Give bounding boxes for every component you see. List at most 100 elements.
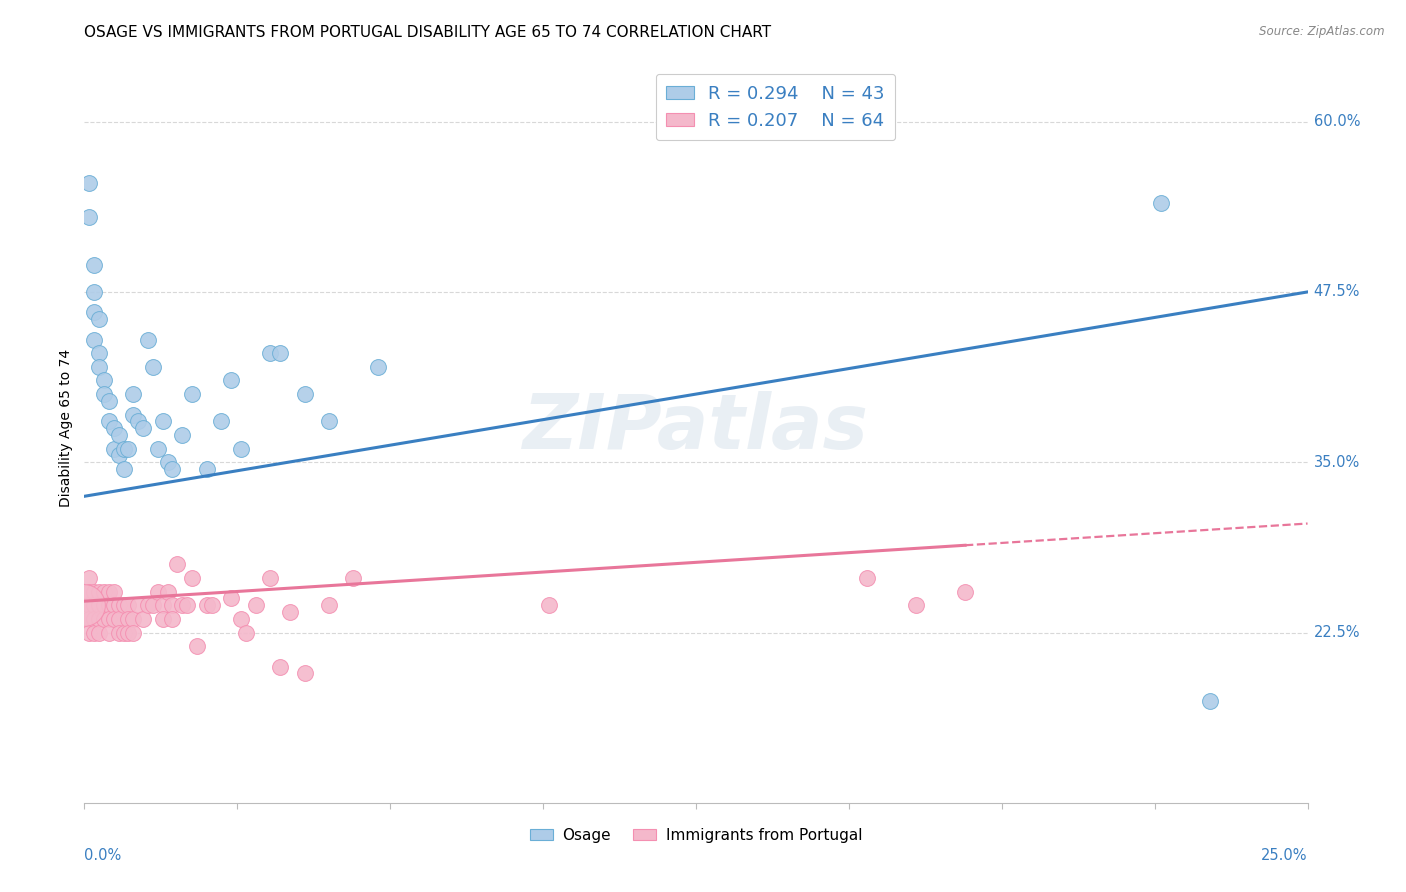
Point bbox=[318, 414, 340, 428]
Point bbox=[112, 625, 135, 640]
Point bbox=[172, 428, 194, 442]
Point bbox=[172, 599, 194, 613]
Point bbox=[103, 584, 125, 599]
Point bbox=[162, 599, 184, 613]
Point bbox=[269, 659, 291, 673]
Point bbox=[103, 612, 125, 626]
Point bbox=[1198, 693, 1220, 707]
Point bbox=[152, 612, 174, 626]
Point bbox=[117, 599, 139, 613]
Point bbox=[107, 449, 129, 463]
Point bbox=[181, 571, 204, 585]
Point bbox=[83, 285, 105, 299]
Point bbox=[77, 625, 100, 640]
Point bbox=[93, 599, 115, 613]
Point bbox=[156, 455, 179, 469]
Point bbox=[83, 305, 105, 319]
Point bbox=[162, 462, 184, 476]
Point bbox=[87, 584, 110, 599]
Point bbox=[107, 599, 129, 613]
Point bbox=[259, 346, 281, 360]
Text: 0.0%: 0.0% bbox=[84, 847, 121, 863]
Point bbox=[83, 612, 105, 626]
Point bbox=[259, 571, 281, 585]
Point bbox=[77, 612, 100, 626]
Point bbox=[156, 584, 179, 599]
Point bbox=[83, 584, 105, 599]
Point bbox=[342, 571, 364, 585]
Text: 47.5%: 47.5% bbox=[1313, 285, 1360, 300]
Text: 35.0%: 35.0% bbox=[1313, 455, 1360, 470]
Point bbox=[93, 374, 115, 388]
Text: 60.0%: 60.0% bbox=[1313, 114, 1360, 129]
Point bbox=[142, 599, 165, 613]
Point bbox=[103, 421, 125, 435]
Point bbox=[103, 442, 125, 456]
Point bbox=[269, 346, 291, 360]
Point bbox=[152, 599, 174, 613]
Point bbox=[77, 176, 100, 190]
Text: ZIPatlas: ZIPatlas bbox=[523, 392, 869, 465]
Point bbox=[1150, 196, 1173, 211]
Point bbox=[294, 387, 316, 401]
Point bbox=[77, 599, 100, 613]
Point bbox=[186, 639, 208, 653]
Point bbox=[162, 612, 184, 626]
Point bbox=[146, 584, 169, 599]
Point bbox=[107, 625, 129, 640]
Point bbox=[87, 346, 110, 360]
Point bbox=[127, 414, 149, 428]
Point bbox=[245, 599, 267, 613]
Point bbox=[905, 599, 928, 613]
Point bbox=[83, 258, 105, 272]
Point bbox=[93, 612, 115, 626]
Point bbox=[176, 599, 198, 613]
Point bbox=[97, 414, 120, 428]
Point bbox=[83, 599, 105, 613]
Point bbox=[87, 312, 110, 326]
Point bbox=[112, 462, 135, 476]
Text: Source: ZipAtlas.com: Source: ZipAtlas.com bbox=[1260, 25, 1385, 38]
Point bbox=[953, 584, 976, 599]
Point bbox=[152, 414, 174, 428]
Point bbox=[122, 387, 145, 401]
Point bbox=[112, 599, 135, 613]
Point bbox=[278, 605, 301, 619]
Point bbox=[77, 210, 100, 224]
Point bbox=[83, 333, 105, 347]
Point bbox=[87, 359, 110, 374]
Point bbox=[219, 591, 242, 606]
Point bbox=[181, 387, 204, 401]
Text: 22.5%: 22.5% bbox=[1313, 625, 1360, 640]
Point bbox=[127, 599, 149, 613]
Point bbox=[136, 333, 159, 347]
Point bbox=[97, 612, 120, 626]
Point bbox=[200, 599, 222, 613]
Point bbox=[235, 625, 257, 640]
Point bbox=[318, 599, 340, 613]
Point bbox=[97, 599, 120, 613]
Point bbox=[73, 599, 96, 613]
Point bbox=[97, 584, 120, 599]
Text: 25.0%: 25.0% bbox=[1261, 847, 1308, 863]
Point bbox=[112, 442, 135, 456]
Point bbox=[122, 408, 145, 422]
Text: OSAGE VS IMMIGRANTS FROM PORTUGAL DISABILITY AGE 65 TO 74 CORRELATION CHART: OSAGE VS IMMIGRANTS FROM PORTUGAL DISABI… bbox=[84, 25, 772, 40]
Point bbox=[538, 599, 561, 613]
Point bbox=[87, 612, 110, 626]
Point bbox=[229, 442, 252, 456]
Point bbox=[166, 558, 188, 572]
Point bbox=[122, 612, 145, 626]
Point bbox=[117, 625, 139, 640]
Point bbox=[103, 599, 125, 613]
Point bbox=[856, 571, 879, 585]
Point bbox=[93, 584, 115, 599]
Point bbox=[97, 393, 120, 408]
Point bbox=[77, 584, 100, 599]
Point bbox=[107, 612, 129, 626]
Y-axis label: Disability Age 65 to 74: Disability Age 65 to 74 bbox=[59, 349, 73, 508]
Point bbox=[294, 666, 316, 681]
Legend: Osage, Immigrants from Portugal: Osage, Immigrants from Portugal bbox=[524, 822, 868, 849]
Point bbox=[219, 374, 242, 388]
Point bbox=[146, 442, 169, 456]
